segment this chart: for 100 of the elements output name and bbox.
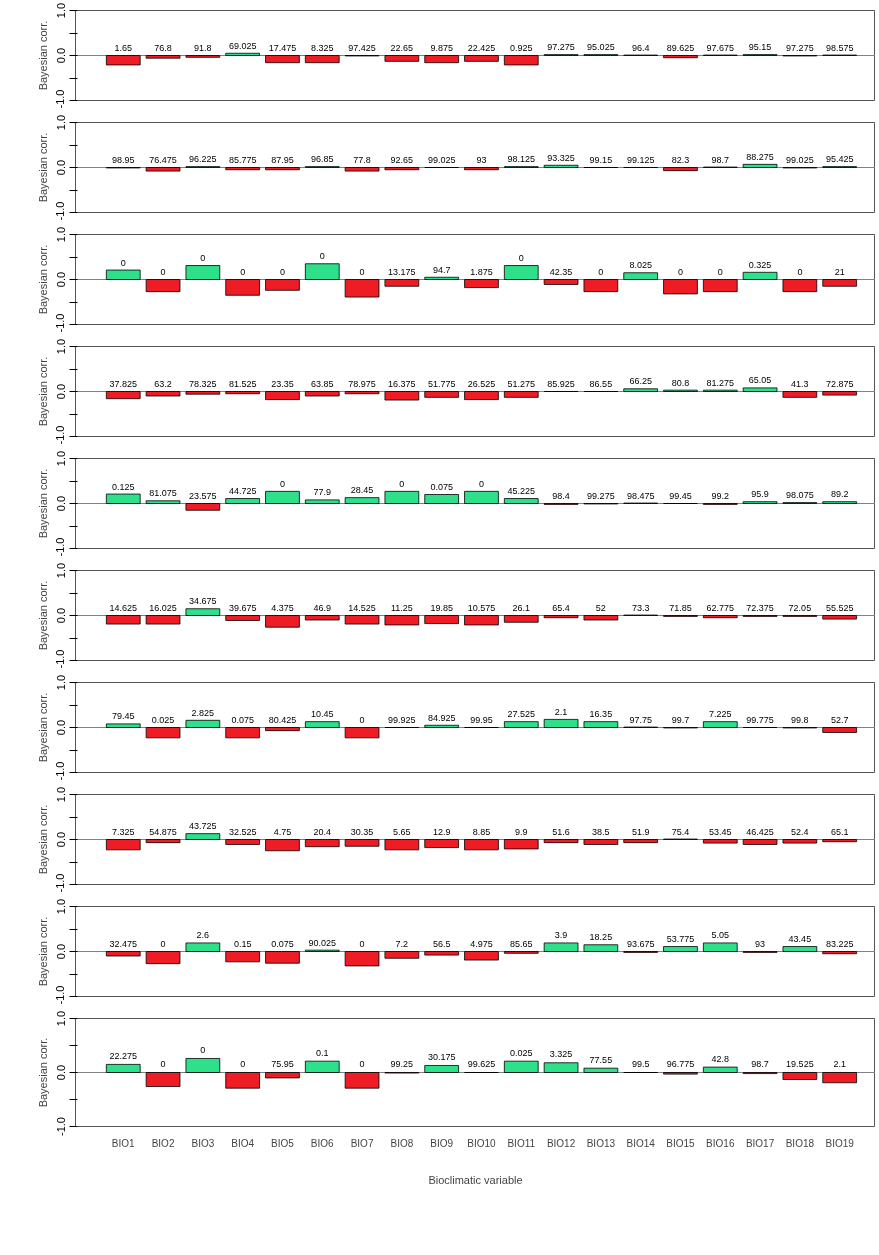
annotation: 51.6 xyxy=(552,827,570,837)
y-tick-label: 1.0 xyxy=(54,786,67,803)
annotation: 0 xyxy=(240,267,246,277)
y-tick-label: 1.0 xyxy=(54,674,67,691)
annotation: 63.2 xyxy=(154,379,172,389)
annotation: 17.475 xyxy=(268,43,297,53)
annotation: 16.375 xyxy=(388,379,416,389)
annotation: 99.775 xyxy=(746,715,774,725)
annotation: 0 xyxy=(200,1045,206,1056)
annotation: 97.75 xyxy=(629,714,652,725)
y-tick-label: -1.0 xyxy=(54,985,67,1005)
annotation: 30.175 xyxy=(427,1052,456,1063)
annotation: 3.325 xyxy=(549,1049,573,1060)
y-tick-label: 1.0 xyxy=(54,2,67,19)
annotation: 85.775 xyxy=(228,155,257,165)
annotation: 16.025 xyxy=(149,603,177,613)
y-axis-title: Bayesian corr. xyxy=(36,1037,49,1108)
annotation: 81.075 xyxy=(149,488,177,499)
annotation: 81.525 xyxy=(228,379,257,389)
annotation: 99.95 xyxy=(470,715,493,725)
annotation: 56.5 xyxy=(432,939,451,949)
annotation: 3.9 xyxy=(554,930,568,941)
annotation: 96.4 xyxy=(631,42,650,53)
annotation: 46.425 xyxy=(746,827,774,837)
annotation: 91.8 xyxy=(194,43,212,53)
annotation: 0.025 xyxy=(151,715,175,725)
annotation: 77.8 xyxy=(353,155,371,165)
annotation: 96.85 xyxy=(311,154,334,165)
annotation: 22.275 xyxy=(109,1051,138,1061)
annotation: 2.6 xyxy=(196,930,210,941)
annotation: 0 xyxy=(359,715,365,725)
annotation: 19.525 xyxy=(786,1059,814,1070)
annotation: 0.325 xyxy=(748,259,772,270)
x-tick-label: BIO12 xyxy=(546,1137,576,1149)
annotation: 86.55 xyxy=(589,379,613,389)
annotation: 1.65 xyxy=(114,43,133,53)
y-tick-label: 0.0 xyxy=(54,383,67,400)
annotation: 0.075 xyxy=(271,939,294,949)
annotation: 80.425 xyxy=(268,715,297,725)
annotation: 95.15 xyxy=(748,42,772,53)
annotation: 51.775 xyxy=(427,379,456,389)
x-tick-label: BIO3 xyxy=(191,1137,215,1149)
annotation: 94.7 xyxy=(432,264,451,275)
x-tick-label: BIO5 xyxy=(271,1137,295,1149)
annotation: 28.45 xyxy=(350,485,374,496)
annotation: 99.25 xyxy=(390,1059,414,1070)
y-tick-label: 0.0 xyxy=(54,495,67,512)
annotation: 98.7 xyxy=(711,154,730,165)
annotation: 78.325 xyxy=(189,379,217,389)
annotation: 0 xyxy=(279,478,285,489)
y-tick-label: 1.0 xyxy=(54,562,67,579)
annotation: 99.275 xyxy=(587,491,615,501)
annotation: 0 xyxy=(200,253,206,264)
annotation: 13.175 xyxy=(388,267,416,277)
annotation: 99.15 xyxy=(589,155,613,165)
y-tick-label: -1.0 xyxy=(54,1117,67,1136)
annotation: 32.525 xyxy=(228,827,257,837)
annotation: 0.1 xyxy=(316,1047,329,1058)
annotation: 0 xyxy=(160,1059,166,1070)
annotation: 23.575 xyxy=(189,491,217,501)
annotation: 44.725 xyxy=(228,486,257,497)
annotation: 0.925 xyxy=(510,43,533,53)
annotation: 99.5 xyxy=(631,1059,650,1070)
annotation: 0.125 xyxy=(112,481,135,492)
annotation: 19.85 xyxy=(430,603,453,613)
y-tick-label: -1.0 xyxy=(54,313,67,333)
x-tick-label: BIO2 xyxy=(151,1137,175,1149)
annotation: 65.4 xyxy=(552,603,570,613)
y-axis-title: Bayesian corr. xyxy=(36,804,49,875)
annotation: 95.425 xyxy=(825,154,854,165)
annotation: 0 xyxy=(359,267,365,277)
annotation: 41.3 xyxy=(791,379,809,389)
annotation: 0 xyxy=(120,257,126,268)
y-tick-label: -1.0 xyxy=(54,425,67,445)
annotation: 9.875 xyxy=(430,43,453,53)
y-tick-label: 1.0 xyxy=(54,898,67,915)
annotation: 81.275 xyxy=(706,377,735,388)
annotation: 53.45 xyxy=(709,827,732,837)
y-tick-label: -1.0 xyxy=(54,537,67,557)
annotation: 99.45 xyxy=(669,491,692,501)
annotation: 0 xyxy=(359,939,365,949)
annotation: 21 xyxy=(834,267,845,277)
annotation: 66.25 xyxy=(629,376,652,387)
annotation: 22.425 xyxy=(467,43,496,53)
annotation: 45.225 xyxy=(507,486,536,497)
y-tick-label: 1.0 xyxy=(54,226,67,243)
annotation: 93.675 xyxy=(626,939,655,949)
y-tick-label: 0.0 xyxy=(54,719,67,736)
annotation: 5.65 xyxy=(393,827,411,837)
annotation: 42.35 xyxy=(549,267,573,277)
x-axis-title: Bioclimatic variable xyxy=(428,1173,523,1186)
x-tick-label: BIO17 xyxy=(745,1137,775,1149)
annotation: 97.275 xyxy=(786,43,814,53)
annotation: 83.225 xyxy=(825,939,854,949)
x-tick-label: BIO18 xyxy=(785,1137,815,1149)
annotation: 69.025 xyxy=(228,40,257,51)
annotation: 77.9 xyxy=(313,487,332,498)
annotation: 22.65 xyxy=(390,43,414,53)
annotation: 1.875 xyxy=(470,267,493,277)
annotation: 98.95 xyxy=(112,155,135,165)
